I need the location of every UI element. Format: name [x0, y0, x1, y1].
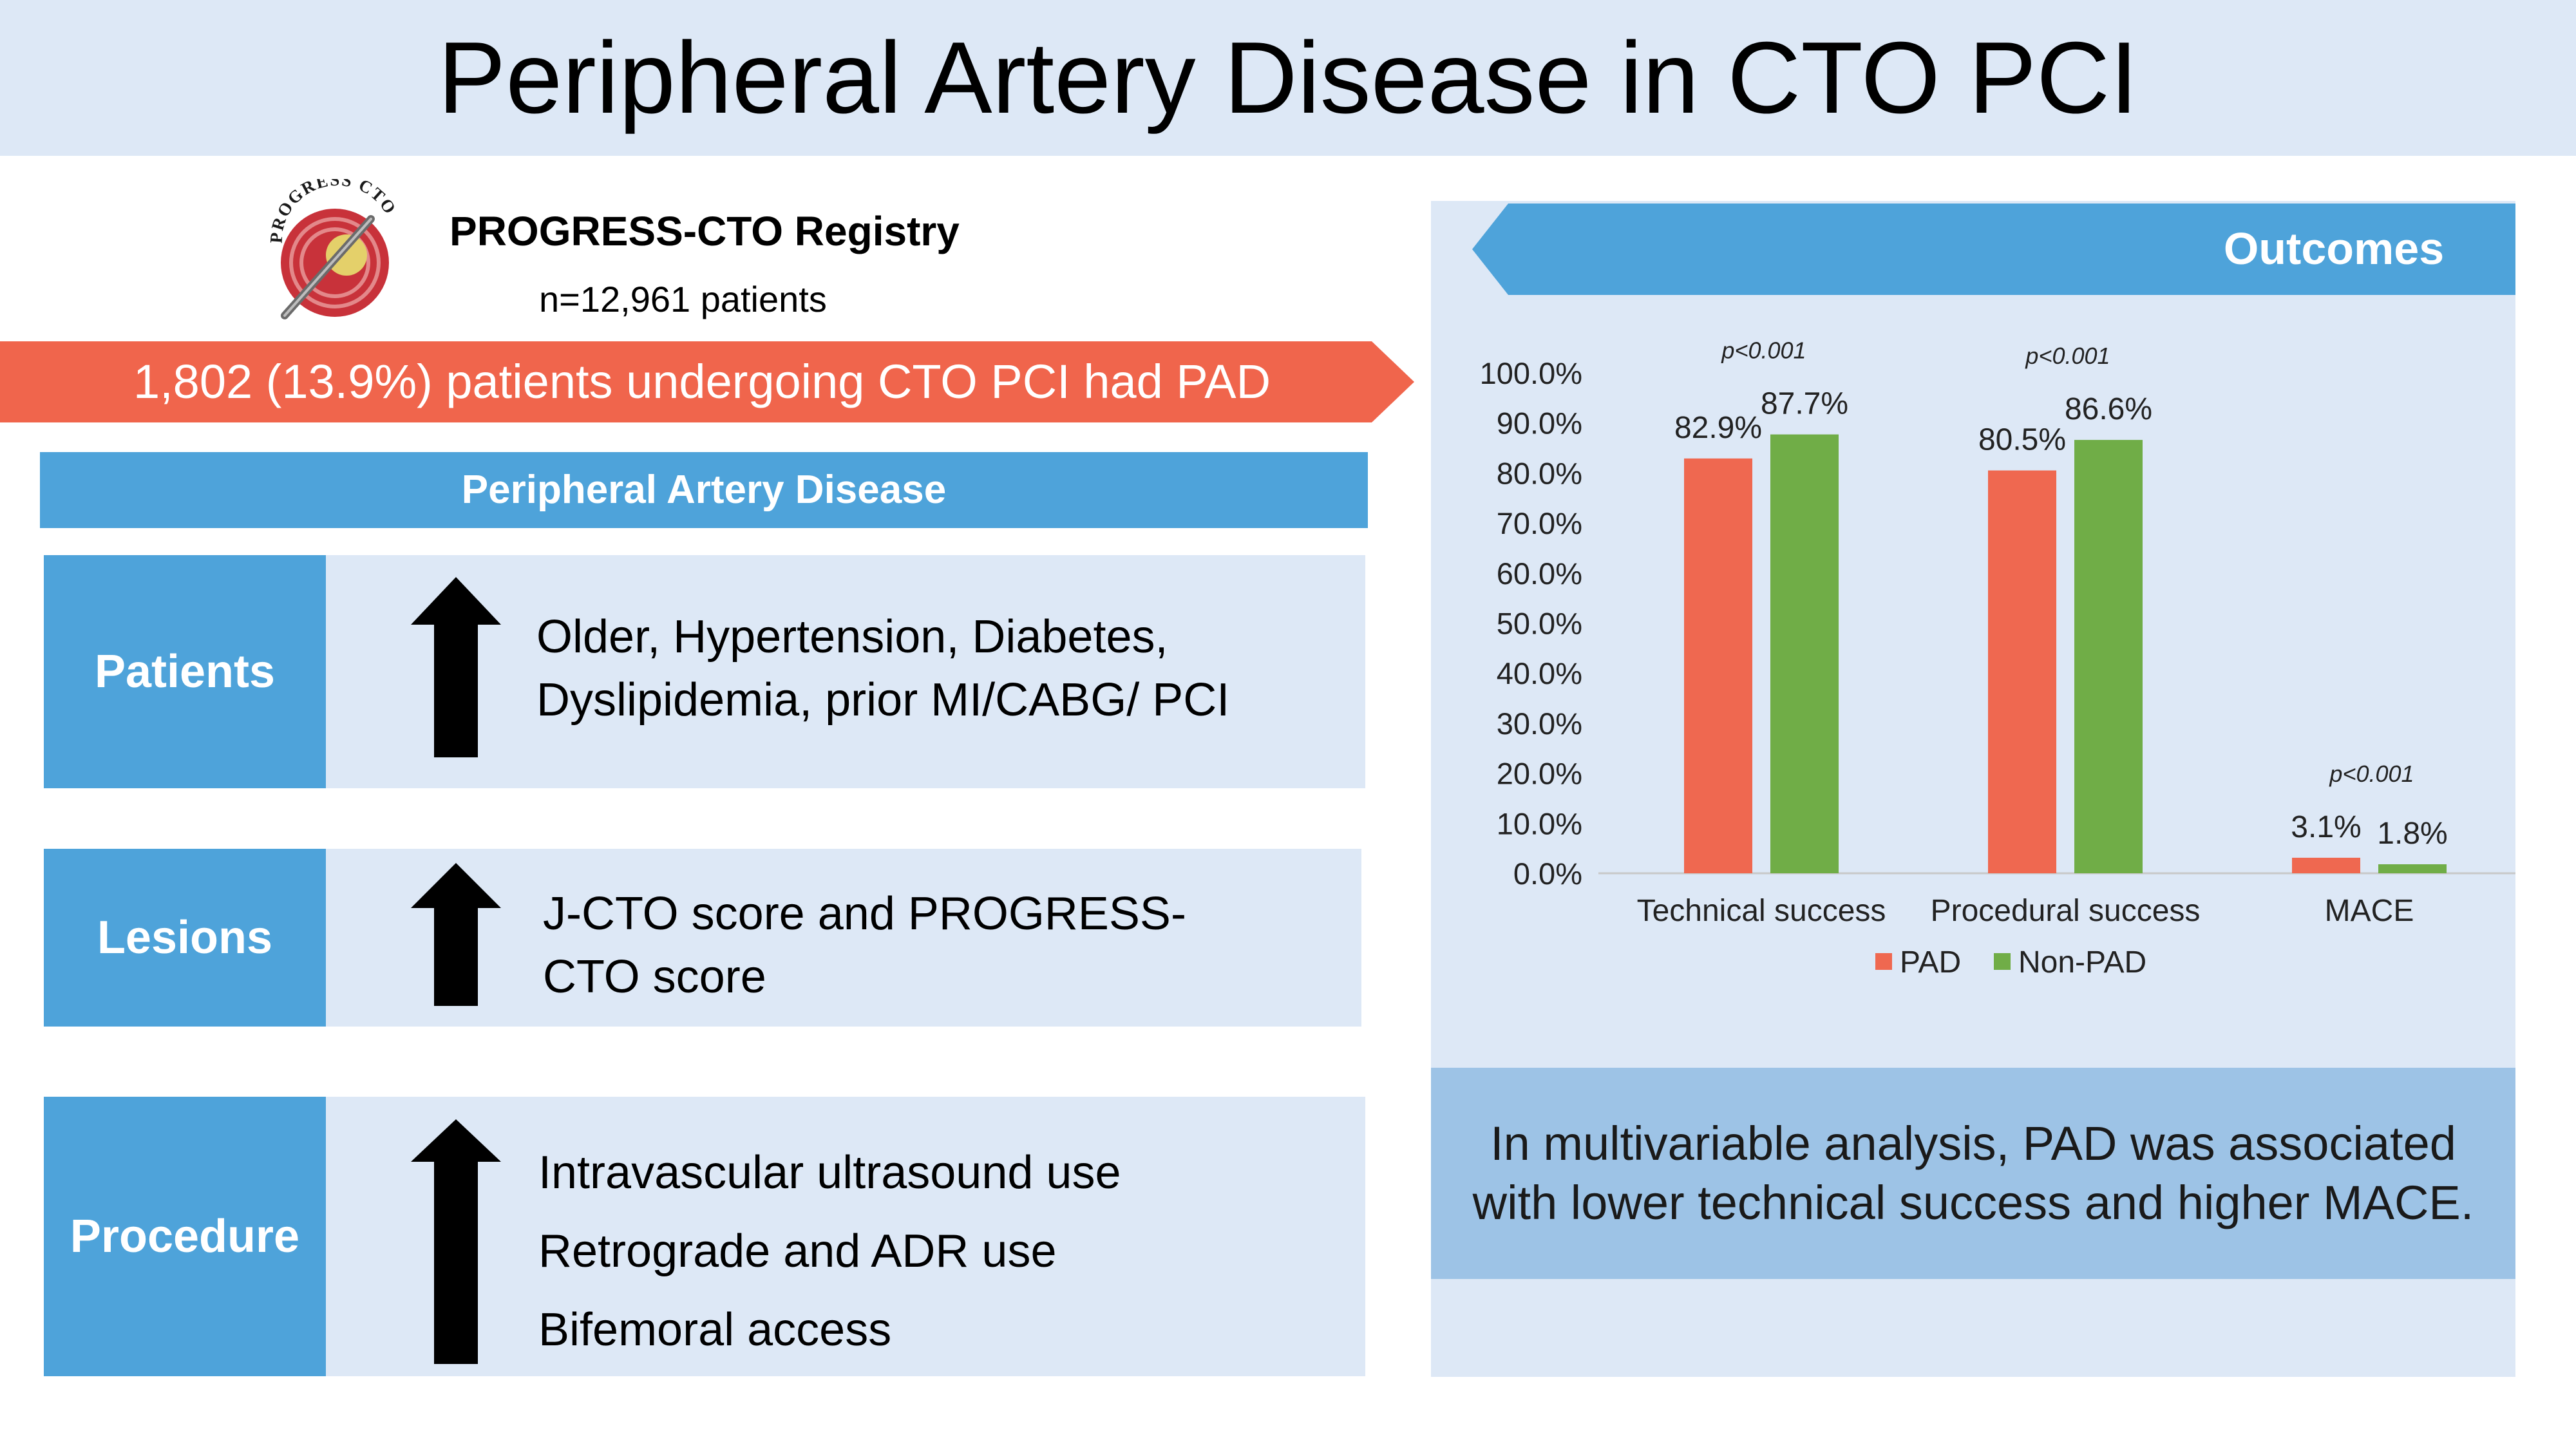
- outcomes-tag: [1472, 204, 2515, 295]
- up-arrow-icon: [411, 863, 501, 1006]
- y-tick-label: 20.0%: [1497, 757, 1582, 791]
- legend-label: PAD: [1900, 945, 1961, 980]
- progress-cto-logo: PROGRESS CTO: [267, 179, 399, 319]
- y-tick-label: 90.0%: [1497, 406, 1582, 440]
- y-tick-label: 60.0%: [1497, 556, 1582, 591]
- legend-label: Non-PAD: [2018, 945, 2146, 980]
- data-label: 1.8%: [2377, 817, 2447, 851]
- y-tick-label: 30.0%: [1497, 706, 1582, 741]
- procedure-line-3: Bifemoral access: [538, 1304, 892, 1356]
- y-tick-label: 80.0%: [1497, 456, 1582, 490]
- lesions-label: Lesions: [44, 849, 326, 1027]
- lesions-text: J-CTO score and PROGRESS- CTO score: [543, 882, 1186, 1009]
- x-category-label: Technical success: [1637, 894, 1886, 928]
- pad-section-header: Peripheral Artery Disease: [40, 452, 1368, 528]
- patients-line-2: Dyslipidemia, prior MI/CABG/ PCI: [536, 674, 1230, 726]
- bar-pad-2: [1988, 470, 2056, 873]
- y-tick-label: 40.0%: [1497, 656, 1582, 690]
- legend-swatch: [1875, 953, 1892, 970]
- title-bar: [0, 0, 2576, 156]
- data-label: 80.5%: [1978, 423, 2066, 457]
- outcomes-chart: Outcomes 0.0% 10.0% 20.0% 30.0% 40.0% 50.0% 60…: [1472, 204, 2515, 980]
- bar-non-pad-3: [2378, 864, 2447, 873]
- y-tick-label: 50.0%: [1497, 607, 1582, 641]
- y-tick-label: 10.0%: [1497, 806, 1582, 840]
- data-label: 82.9%: [1674, 411, 1762, 445]
- y-tick-label: 0.0%: [1513, 857, 1582, 891]
- y-tick-label: 70.0%: [1497, 506, 1582, 540]
- summary-line-1: In multivariable analysis, PAD was assoc…: [1490, 1117, 2456, 1170]
- up-arrow-icon: [411, 577, 501, 757]
- data-label: 86.6%: [2065, 392, 2152, 426]
- pad-banner-arrow: [0, 341, 1414, 422]
- lesions-line-2: CTO score: [543, 951, 766, 1003]
- data-label: 3.1%: [2291, 810, 2361, 844]
- p-value-label: p<0.001: [2025, 343, 2110, 369]
- procedure-text: Intravascular ultrasound use Retrograde …: [538, 1133, 1121, 1369]
- procedure-line-2: Retrograde and ADR use: [538, 1226, 1057, 1277]
- registry-name: PROGRESS-CTO Registry: [450, 208, 960, 254]
- x-category-label: MACE: [2325, 894, 2414, 928]
- registry-patient-count: n=12,961 patients: [539, 279, 827, 319]
- lesions-line-1: J-CTO score and PROGRESS-: [543, 888, 1186, 940]
- patients-label: Patients: [44, 555, 326, 788]
- bar-pad-1: [1684, 458, 1752, 873]
- legend-swatch: [1994, 953, 2011, 970]
- summary-box: In multivariable analysis, PAD was assoc…: [1431, 1068, 2515, 1279]
- p-value-label: p<0.001: [1721, 337, 1806, 364]
- patients-line-1: Older, Hypertension, Diabetes,: [536, 611, 1168, 663]
- summary-line-2: with lower technical success and higher …: [1472, 1176, 2474, 1229]
- bar-non-pad-2: [2074, 440, 2143, 873]
- y-tick-label: 100.0%: [1480, 356, 1582, 390]
- bar-non-pad-1: [1770, 434, 1839, 873]
- outcomes-label: Outcomes: [2224, 223, 2444, 274]
- p-value-label: p<0.001: [2329, 761, 2414, 787]
- procedure-line-1: Intravascular ultrasound use: [538, 1147, 1121, 1198]
- x-category-label: Procedural success: [1931, 894, 2201, 928]
- page-title: Peripheral Artery Disease in CTO PCI: [437, 21, 2139, 135]
- data-label: 87.7%: [1761, 387, 1848, 421]
- procedure-label: Procedure: [44, 1097, 326, 1376]
- patients-text: Older, Hypertension, Diabetes, Dyslipide…: [536, 605, 1229, 732]
- pad-banner-text: 1,802 (13.9%) patients undergoing CTO PC…: [133, 355, 1271, 408]
- up-arrow-icon: [411, 1119, 501, 1364]
- bar-pad-3: [2292, 857, 2360, 873]
